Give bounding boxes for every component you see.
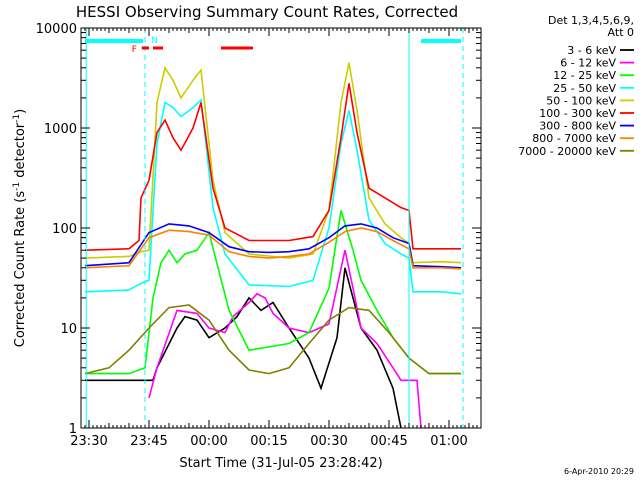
x-tick-label: 00:30 <box>310 434 347 449</box>
series-line-4 <box>84 98 462 295</box>
y-tick-label: 1 <box>69 422 77 437</box>
x-tick-label: 23:45 <box>130 434 167 449</box>
legend-label: 12 - 25 keV <box>553 69 616 82</box>
x-tick-label: 00:00 <box>190 434 227 449</box>
series-line-2 <box>148 250 422 428</box>
series-line-9 <box>84 304 461 375</box>
annotation-n: N <box>151 36 158 46</box>
y-axis: 1 10 100 1000 10000 <box>36 22 481 437</box>
annotation-f: F <box>132 45 137 55</box>
legend-label: 800 - 7000 keV <box>532 132 616 145</box>
series-line-3 <box>85 210 461 375</box>
y-tick-label: 100 <box>52 222 77 237</box>
x-tick-label: 00:45 <box>370 434 407 449</box>
x-tick-label: 00:15 <box>250 434 287 449</box>
y-axis-label: Corrected Count Rate (s-1 detector-1) <box>12 109 28 347</box>
x-tick-label: 23:30 <box>70 434 107 449</box>
series-line-8 <box>84 227 462 270</box>
legend-header: Det 1,3,4,5,6,9, <box>548 14 634 27</box>
x-tick-label: 01:00 <box>430 434 467 449</box>
date-stamp: 6-Apr-2010 20:29 <box>564 467 634 476</box>
legend-label: 300 - 800 keV <box>539 120 616 133</box>
overlay-layer: NF <box>85 28 464 428</box>
legend-label: 50 - 100 keV <box>546 94 616 107</box>
legend-label: 7000 - 20000 keV <box>518 145 616 158</box>
legend-label: 25 - 50 keV <box>553 82 616 95</box>
series-layer <box>84 62 462 428</box>
legend-label: 100 - 300 keV <box>539 107 616 120</box>
x-axis: 23:30 23:45 00:00 00:15 00:30 00:45 01:00 <box>70 28 478 449</box>
series-line-6 <box>84 83 461 251</box>
series-line-5 <box>84 62 462 264</box>
legend-header: Att 0 <box>608 26 634 39</box>
x-axis-label: Start Time (31-Jul-05 23:28:42) <box>179 456 382 471</box>
y-tick-label: 10 <box>60 322 77 337</box>
legend-label: 3 - 6 keV <box>567 44 616 57</box>
series-line-7 <box>84 223 462 269</box>
y-tick-label: 10000 <box>36 22 77 37</box>
y-tick-label: 1000 <box>44 122 77 137</box>
chart-title: HESSI Observing Summary Count Rates, Cor… <box>76 3 458 21</box>
legend-label: 6 - 12 keV <box>560 57 616 70</box>
